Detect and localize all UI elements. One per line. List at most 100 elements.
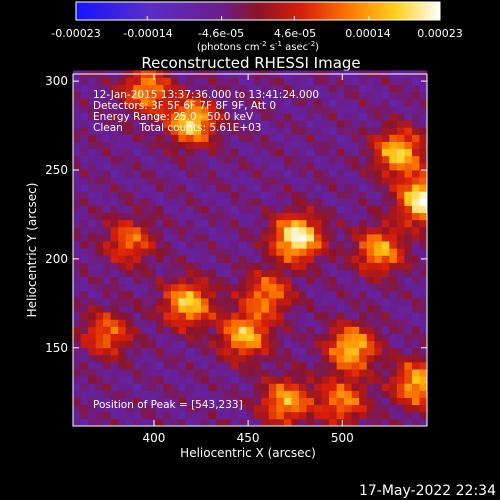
heatmap-cell [178, 191, 187, 199]
heatmap-cell [404, 340, 413, 349]
heatmap-cell [238, 326, 247, 334]
heatmap-cell [155, 255, 164, 263]
heatmap-cell [366, 383, 375, 391]
heatmap-cell [306, 177, 315, 185]
heatmap-cell [283, 170, 292, 178]
heatmap-cell [374, 369, 383, 377]
heatmap-cell [381, 248, 390, 256]
heatmap-cell [148, 98, 157, 107]
heatmap-cell [396, 354, 405, 363]
heatmap-cell [170, 262, 179, 270]
heatmap-cell [80, 298, 89, 306]
heatmap-cell [351, 127, 360, 135]
heatmap-cell [344, 276, 353, 285]
heatmap-cell [291, 91, 300, 100]
heatmap-cell [351, 404, 360, 413]
heatmap-cell [411, 184, 420, 192]
heatmap-cell [419, 305, 428, 313]
heatmap-cell [170, 326, 179, 334]
heatmap-cell [404, 141, 413, 150]
heatmap-cell [381, 397, 390, 406]
heatmap-cell [185, 98, 194, 107]
heatmap-cell [374, 134, 383, 142]
heatmap-cell [178, 177, 187, 185]
heatmap-cell [208, 340, 217, 349]
heatmap-cell [148, 376, 157, 384]
heatmap-cell [329, 191, 338, 199]
heatmap-cell [216, 248, 225, 256]
heatmap-cell [351, 98, 360, 107]
heatmap-cell [374, 241, 383, 249]
heatmap-cell [419, 113, 428, 121]
heatmap-cell [291, 106, 300, 114]
heatmap-cell [359, 305, 368, 313]
heatmap-cell [351, 411, 360, 420]
heatmap-cell [238, 184, 247, 192]
heatmap-cell [103, 276, 112, 285]
heatmap-cell [374, 354, 383, 363]
heatmap-cell [80, 106, 89, 114]
heatmap-cell [359, 312, 368, 320]
heatmap-cell [396, 369, 405, 377]
heatmap-cell [329, 177, 338, 185]
colorbar [76, 2, 440, 20]
heatmap-cell [125, 326, 134, 334]
heatmap-cell [419, 212, 428, 221]
timestamp: 17-May-2022 22:34 [359, 483, 496, 499]
heatmap-cell [185, 77, 194, 86]
heatmap-cell [201, 155, 209, 164]
heatmap-cell [419, 141, 428, 150]
heatmap-cell [381, 262, 390, 270]
heatmap-cell [253, 383, 262, 391]
heatmap-cell [155, 113, 164, 121]
heatmap-cell [314, 418, 322, 427]
heatmap-cell [95, 234, 104, 242]
heatmap-cell [261, 390, 270, 398]
heatmap-cell [170, 319, 179, 327]
heatmap-cell [396, 305, 405, 313]
heatmap-cell [185, 134, 194, 142]
heatmap-cell [73, 298, 81, 306]
heatmap-cell [298, 362, 307, 370]
heatmap-cell [396, 84, 405, 93]
heatmap-cell [404, 390, 413, 398]
heatmap-cell [193, 84, 202, 93]
heatmap-cell [246, 340, 255, 349]
heatmap-cell [329, 141, 338, 150]
heatmap-cell [118, 219, 127, 228]
heatmap-cell [246, 198, 255, 206]
heatmap-cell [291, 340, 300, 349]
heatmap-cell [306, 262, 315, 270]
heatmap-cell [88, 205, 96, 214]
heatmap-cell [208, 262, 217, 270]
heatmap-cell [133, 219, 142, 228]
heatmap-cell [88, 120, 96, 128]
heatmap-cell [163, 319, 172, 327]
heatmap-cell [231, 376, 240, 384]
heatmap-cell [178, 241, 187, 249]
heatmap-cell [396, 212, 405, 221]
heatmap-cell [73, 347, 81, 356]
heatmap-cell [351, 319, 360, 327]
heatmap-cell [80, 333, 89, 342]
heatmap-cell [261, 312, 270, 320]
heatmap-cell [170, 84, 179, 93]
heatmap-cell [276, 283, 285, 292]
heatmap-cell [359, 326, 368, 334]
heatmap-cell [321, 106, 330, 114]
heatmap-cell [276, 319, 285, 327]
heatmap-cell [201, 198, 209, 206]
heatmap-cell [283, 134, 292, 142]
heatmap-cell [208, 198, 217, 206]
heatmap-cell [95, 269, 104, 278]
heatmap-cell [396, 91, 405, 100]
heatmap-cell [321, 340, 330, 349]
heatmap-cell [298, 219, 307, 228]
heatmap-cell [80, 369, 89, 377]
heatmap-cell [351, 141, 360, 150]
heatmap-cell [396, 134, 405, 142]
heatmap-cell [261, 319, 270, 327]
heatmap-cell [314, 134, 322, 142]
heatmap-cell [291, 191, 300, 199]
heatmap-cell [88, 376, 96, 384]
